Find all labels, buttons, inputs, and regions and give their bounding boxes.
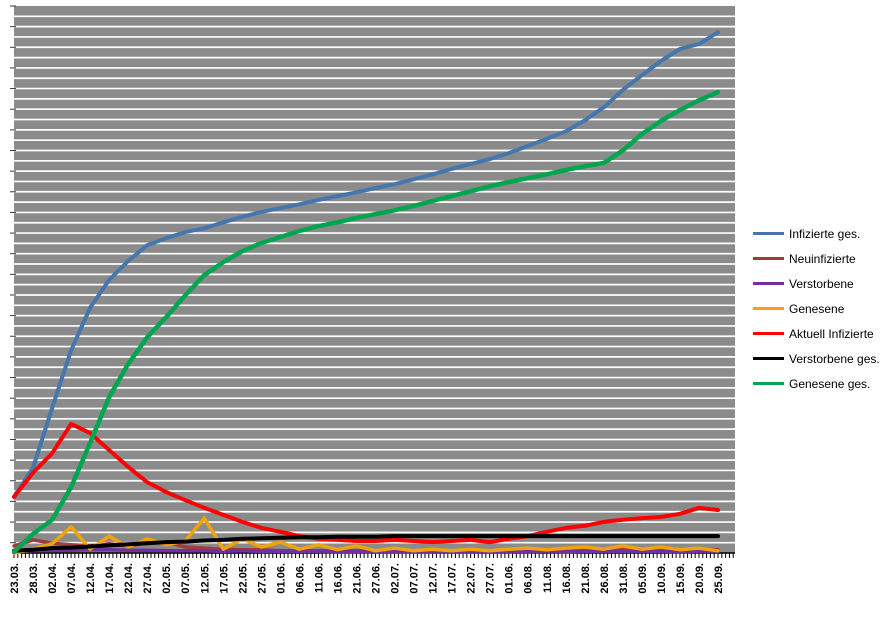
x-axis-label[interactable]: 20.09. (694, 563, 706, 594)
x-axis-label[interactable]: 27.07. (485, 563, 497, 594)
series-line-verstorbene[interactable] (12, 547, 720, 554)
x-axis-label[interactable]: 02.05. (161, 563, 173, 594)
x-axis-label[interactable]: 11.08. (542, 563, 554, 593)
x-axis-label[interactable]: 07.07. (409, 563, 421, 594)
legend-item-verstorbene-ges[interactable]: Verstorbene ges. (753, 346, 885, 371)
legend-item-aktuell-infizierte[interactable]: Aktuell Infizierte (753, 321, 885, 346)
legend-label: Infizierte ges. (789, 226, 861, 241)
legend-label: Genesene ges. (789, 376, 871, 391)
x-axis-label[interactable]: 17.05. (218, 563, 230, 594)
legend-item-genesene[interactable]: Genesene (753, 296, 885, 321)
series-line-aktuell-infizierte[interactable] (12, 421, 720, 545)
x-axis-label[interactable]: 07.05. (180, 563, 192, 594)
legend-line-swatch (753, 257, 784, 260)
x-axis-ticks (13, 553, 734, 558)
legend-item-genesene-ges[interactable]: Genesene ges. (753, 371, 885, 396)
legend-line-swatch (753, 307, 784, 310)
legend-line-swatch (753, 382, 784, 385)
legend-line-swatch (753, 232, 784, 235)
x-axis-label[interactable]: 25.09. (713, 563, 725, 594)
x-axis-label[interactable]: 15.09. (675, 563, 687, 594)
x-axis-label[interactable]: 22.07. (466, 563, 478, 594)
chart-legend: Infizierte ges. Neuinfizierte Verstorbene G… (753, 221, 885, 396)
series-line-genesene-ges[interactable] (11, 89, 721, 555)
legend-label: Aktuell Infizierte (789, 326, 874, 341)
x-axis-label[interactable]: 02.07. (390, 563, 402, 594)
x-axis-label[interactable]: 01.06. (504, 563, 516, 594)
x-axis-label[interactable]: 10.09. (656, 563, 668, 594)
x-axis-label[interactable]: 12.05. (199, 563, 211, 594)
x-axis-labels: 23.03. 28.03. 02.04. 07.04. 12.04. 17.04. 22.0… (9, 563, 725, 594)
x-axis-label[interactable]: 06.06. (294, 563, 306, 594)
x-axis-label[interactable]: 11.06. (313, 563, 325, 593)
legend-line-swatch (753, 357, 784, 360)
x-axis-label[interactable]: 27.04. (142, 563, 154, 594)
x-axis-label[interactable]: 21.08. (580, 563, 592, 594)
x-axis-label[interactable]: 28.03. (28, 563, 40, 594)
x-axis-label[interactable]: 22.04. (123, 563, 135, 594)
x-axis-label[interactable]: 07.04. (66, 563, 78, 594)
x-axis-label[interactable]: 06.08. (523, 563, 535, 594)
x-axis-label[interactable]: 12.04. (85, 563, 97, 594)
x-axis-label[interactable]: 01.06. (275, 563, 287, 594)
x-axis-label[interactable]: 31.08. (618, 563, 630, 594)
legend-item-neuinfizierte[interactable]: Neuinfizierte (753, 246, 885, 271)
x-axis-label[interactable]: 27.06. (371, 563, 383, 594)
x-axis-label[interactable]: 02.04. (47, 563, 59, 594)
x-axis-label[interactable]: 27.05. (256, 563, 268, 594)
x-axis-label[interactable]: 05.09. (637, 563, 649, 594)
legend-line-swatch (753, 332, 784, 335)
series-line-verstorbene-ges[interactable] (12, 534, 720, 553)
gridlines (14, 15, 735, 544)
x-axis-label[interactable]: 22.05. (237, 563, 249, 594)
x-axis-label[interactable]: 23.03. (9, 563, 21, 594)
legend-line-swatch (753, 282, 784, 285)
x-axis-label[interactable]: 17.07. (447, 563, 459, 594)
legend-label: Genesene (789, 301, 845, 316)
x-axis-label[interactable]: 21.06. (352, 563, 364, 594)
x-axis-label[interactable]: 26.08. (599, 563, 611, 594)
legend-label: Neuinfizierte (789, 251, 856, 266)
x-axis-label[interactable]: 16.08. (561, 563, 573, 594)
x-axis-label[interactable]: 12.07. (428, 563, 440, 594)
y-axis-ticks (10, 5, 16, 544)
legend-item-verstorbene[interactable]: Verstorbene (753, 271, 885, 296)
legend-item-infizierte-ges[interactable]: Infizierte ges. (753, 221, 885, 246)
legend-label: Verstorbene (789, 276, 854, 291)
series-line-infizierte-ges[interactable] (12, 30, 720, 499)
x-axis-label[interactable]: 16.06. (333, 563, 345, 594)
legend-label: Verstorbene ges. (789, 351, 880, 366)
x-axis-label[interactable]: 17.04. (104, 563, 116, 594)
